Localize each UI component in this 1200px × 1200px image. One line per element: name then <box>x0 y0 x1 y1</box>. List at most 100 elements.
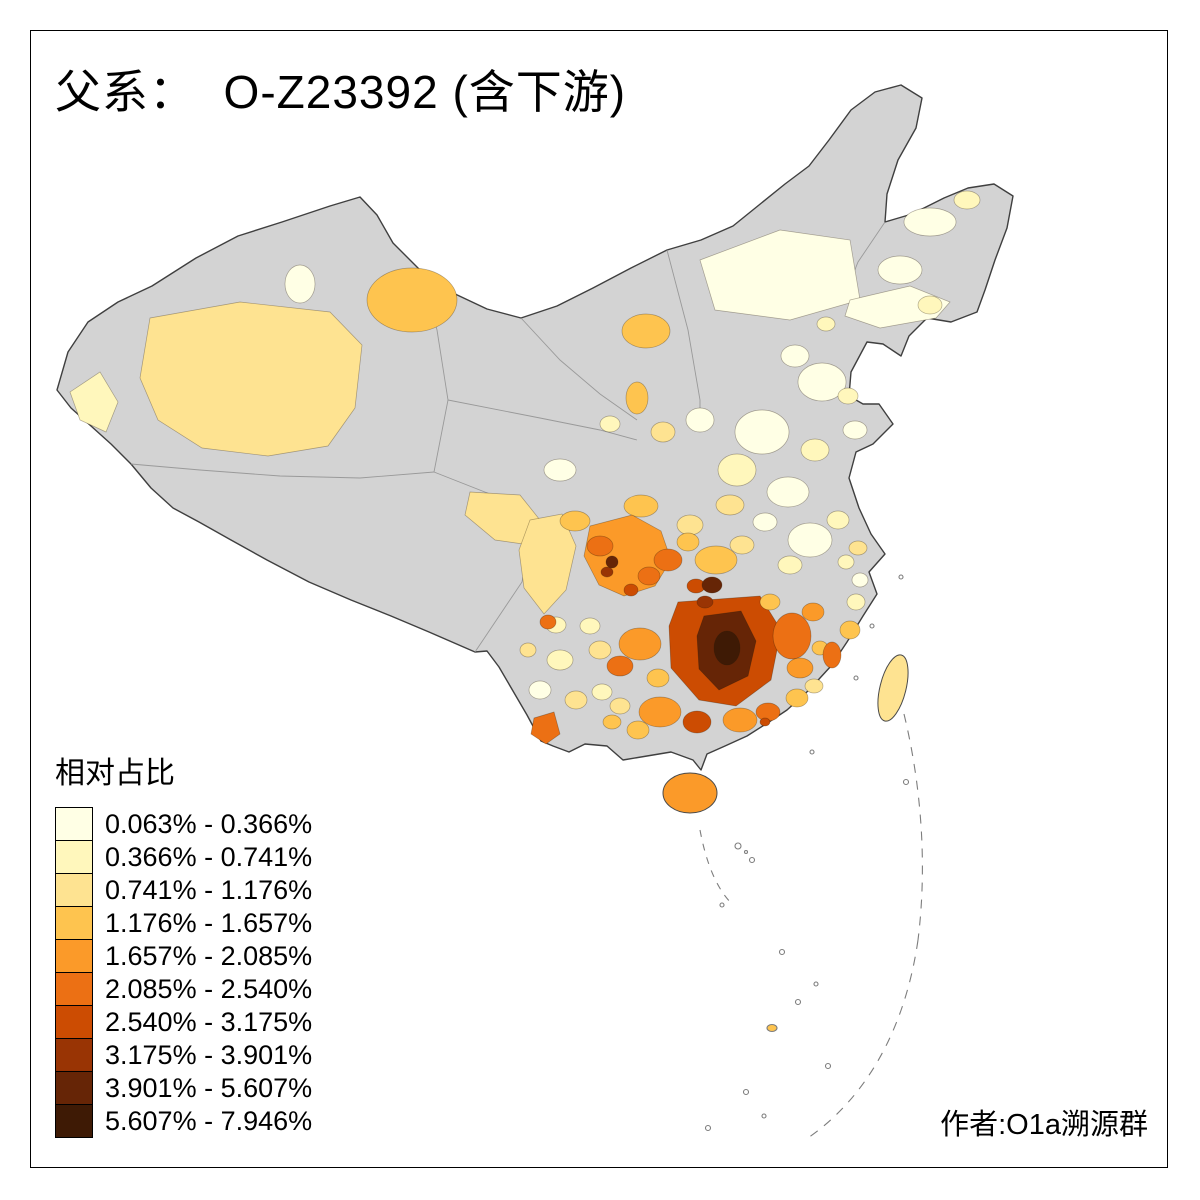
islet <box>902 778 910 786</box>
map-region <box>685 407 715 433</box>
map-region <box>826 510 850 530</box>
map-region <box>586 535 614 557</box>
islet <box>761 1113 767 1119</box>
map-region <box>701 576 723 594</box>
map-region <box>837 387 859 405</box>
border-line <box>130 463 435 479</box>
choropleth-regions <box>69 190 981 745</box>
border-line <box>447 399 638 441</box>
map-region <box>729 535 755 555</box>
map-region <box>528 680 552 700</box>
legend-swatch <box>55 1071 93 1105</box>
legend: 相对占比 0.063% - 0.366% 0.366% - 0.741% 0.7… <box>55 748 312 1138</box>
map-region <box>786 657 814 679</box>
map-region <box>842 420 868 440</box>
south-china-sea-features <box>699 574 923 1141</box>
map-region <box>606 655 634 677</box>
legend-label: 3.175% - 3.901% <box>105 1040 313 1070</box>
islet <box>743 849 749 855</box>
map-region <box>623 494 659 518</box>
province-borders <box>130 221 886 653</box>
legend-title: 相对占比 <box>55 757 175 790</box>
map-region <box>759 593 781 611</box>
map-region <box>588 640 612 660</box>
legend-label: 0.063% - 0.366% <box>105 809 313 839</box>
map-region <box>722 707 758 733</box>
islet <box>853 675 859 681</box>
map-region <box>559 510 591 532</box>
map-region <box>650 421 676 443</box>
map-region <box>609 697 631 715</box>
sea-boundary-dash <box>903 713 923 941</box>
legend-label: 0.741% - 1.176% <box>105 875 313 905</box>
islet <box>813 981 819 987</box>
map-region <box>564 690 588 710</box>
map-region <box>539 614 557 630</box>
map-region <box>626 720 650 740</box>
map-region <box>676 532 700 552</box>
map-region <box>599 415 621 433</box>
map-region <box>605 555 619 569</box>
map-region <box>752 512 778 532</box>
map-region <box>715 494 745 516</box>
legend-item: 5.607% - 7.946% <box>55 1104 312 1138</box>
map-region <box>621 313 671 349</box>
map-region <box>800 438 830 462</box>
map-region <box>877 255 923 285</box>
islet-colored <box>766 1023 778 1033</box>
map-region <box>600 566 614 578</box>
islet <box>824 1062 832 1070</box>
legend-swatch <box>55 1038 93 1072</box>
legend-label: 2.085% - 2.540% <box>105 974 313 1004</box>
map-region <box>766 476 810 508</box>
map-region <box>530 711 561 745</box>
legend-swatch <box>55 873 93 907</box>
map-region <box>801 602 825 622</box>
islet <box>719 902 725 908</box>
legend-swatch <box>55 1005 93 1039</box>
legend-item: 1.657% - 2.085% <box>55 939 312 973</box>
page-title: 父系： O-Z23392 (含下游) <box>55 66 627 118</box>
legend-label: 3.901% - 5.607% <box>105 1073 313 1103</box>
map-region <box>804 678 824 694</box>
map-region <box>839 620 861 640</box>
legend-label: 1.176% - 1.657% <box>105 908 313 938</box>
map-region <box>837 554 855 570</box>
plot-frame <box>30 30 1168 1168</box>
map-region <box>625 381 649 415</box>
map-region <box>903 207 957 237</box>
map-region <box>69 371 119 433</box>
legend-swatch <box>55 840 93 874</box>
legend-item: 2.085% - 2.540% <box>55 972 312 1006</box>
map-region <box>787 522 833 558</box>
map-region <box>846 593 866 611</box>
map-region <box>602 714 622 730</box>
map-region <box>546 649 574 671</box>
map-region <box>646 668 670 688</box>
map-region <box>682 710 712 734</box>
map-region <box>139 301 363 457</box>
legend-item: 1.176% - 1.657% <box>55 906 312 940</box>
map-region <box>623 583 639 597</box>
map-region <box>637 566 661 586</box>
map-region <box>653 548 683 572</box>
legend-swatch <box>55 807 93 841</box>
islands <box>662 654 909 814</box>
legend-swatch <box>55 939 93 973</box>
legend-item: 3.901% - 5.607% <box>55 1071 312 1105</box>
legend-label: 2.540% - 3.175% <box>105 1007 313 1037</box>
map-region <box>519 642 537 658</box>
islet <box>704 1124 712 1132</box>
islet <box>809 749 815 755</box>
map-region <box>772 612 812 660</box>
sea-boundary-dash <box>804 939 919 1141</box>
map-region <box>284 264 316 304</box>
map-region <box>917 295 943 315</box>
legend-item: 0.063% - 0.366% <box>55 807 312 841</box>
map-region <box>953 190 981 210</box>
map-region <box>777 555 803 575</box>
islet <box>748 856 756 864</box>
taiwan-island <box>877 654 909 722</box>
map-region <box>543 458 577 482</box>
